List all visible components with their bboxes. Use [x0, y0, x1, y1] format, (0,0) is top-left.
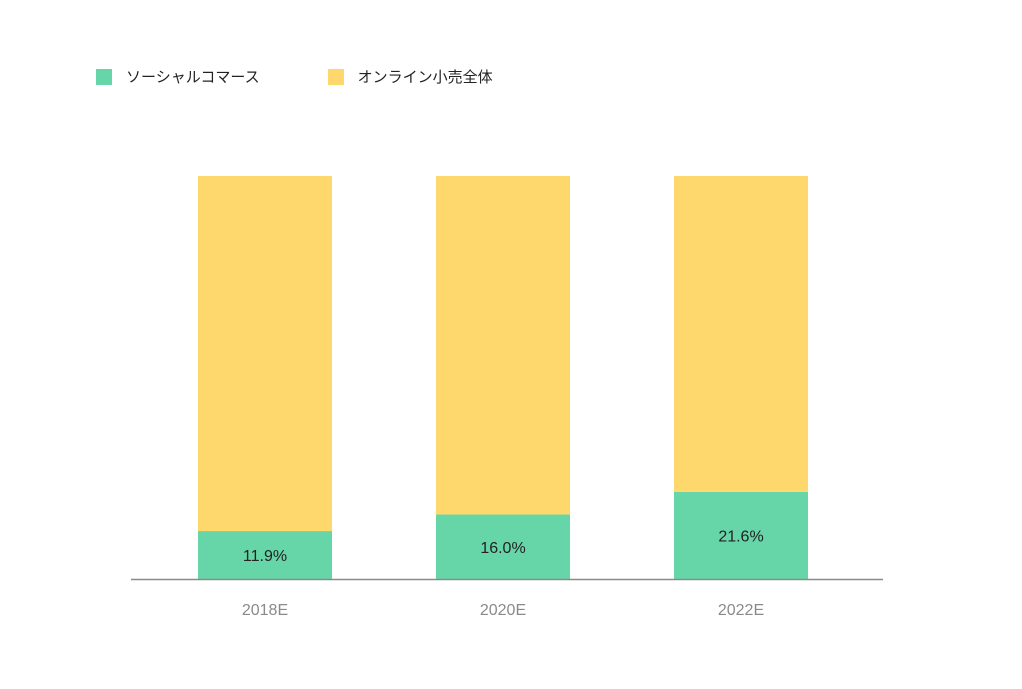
- bar-2018E-series-0: [198, 531, 332, 579]
- bar-2020E-series-0: [436, 514, 570, 579]
- legend: ソーシャルコマース オンライン小売全体: [96, 66, 493, 87]
- bar-2022E-series-0: [674, 491, 808, 579]
- bar-2018E-series-1: [198, 176, 332, 532]
- data-label-2020E: 16.0%: [480, 540, 525, 557]
- data-label-2022E: 21.6%: [718, 528, 763, 545]
- bar-2022E-series-1: [674, 176, 808, 492]
- x-tick-label-2022E: 2022E: [718, 602, 764, 619]
- legend-item-social-commerce: ソーシャルコマース: [96, 66, 260, 87]
- legend-swatch-online-retail: [327, 68, 344, 85]
- legend-label-online-retail: オンライン小売全体: [357, 68, 493, 86]
- data-label-2018E: 11.9%: [243, 548, 287, 565]
- legend-swatch-social-commerce: [96, 68, 112, 85]
- x-tick-label-2020E: 2020E: [480, 602, 526, 619]
- legend-label-social-commerce: ソーシャルコマース: [126, 68, 260, 86]
- x-tick-label-2018E: 2018E: [242, 602, 288, 619]
- bar-2020E-series-1: [436, 176, 570, 515]
- legend-item-online-retail: オンライン小売全体: [327, 66, 493, 87]
